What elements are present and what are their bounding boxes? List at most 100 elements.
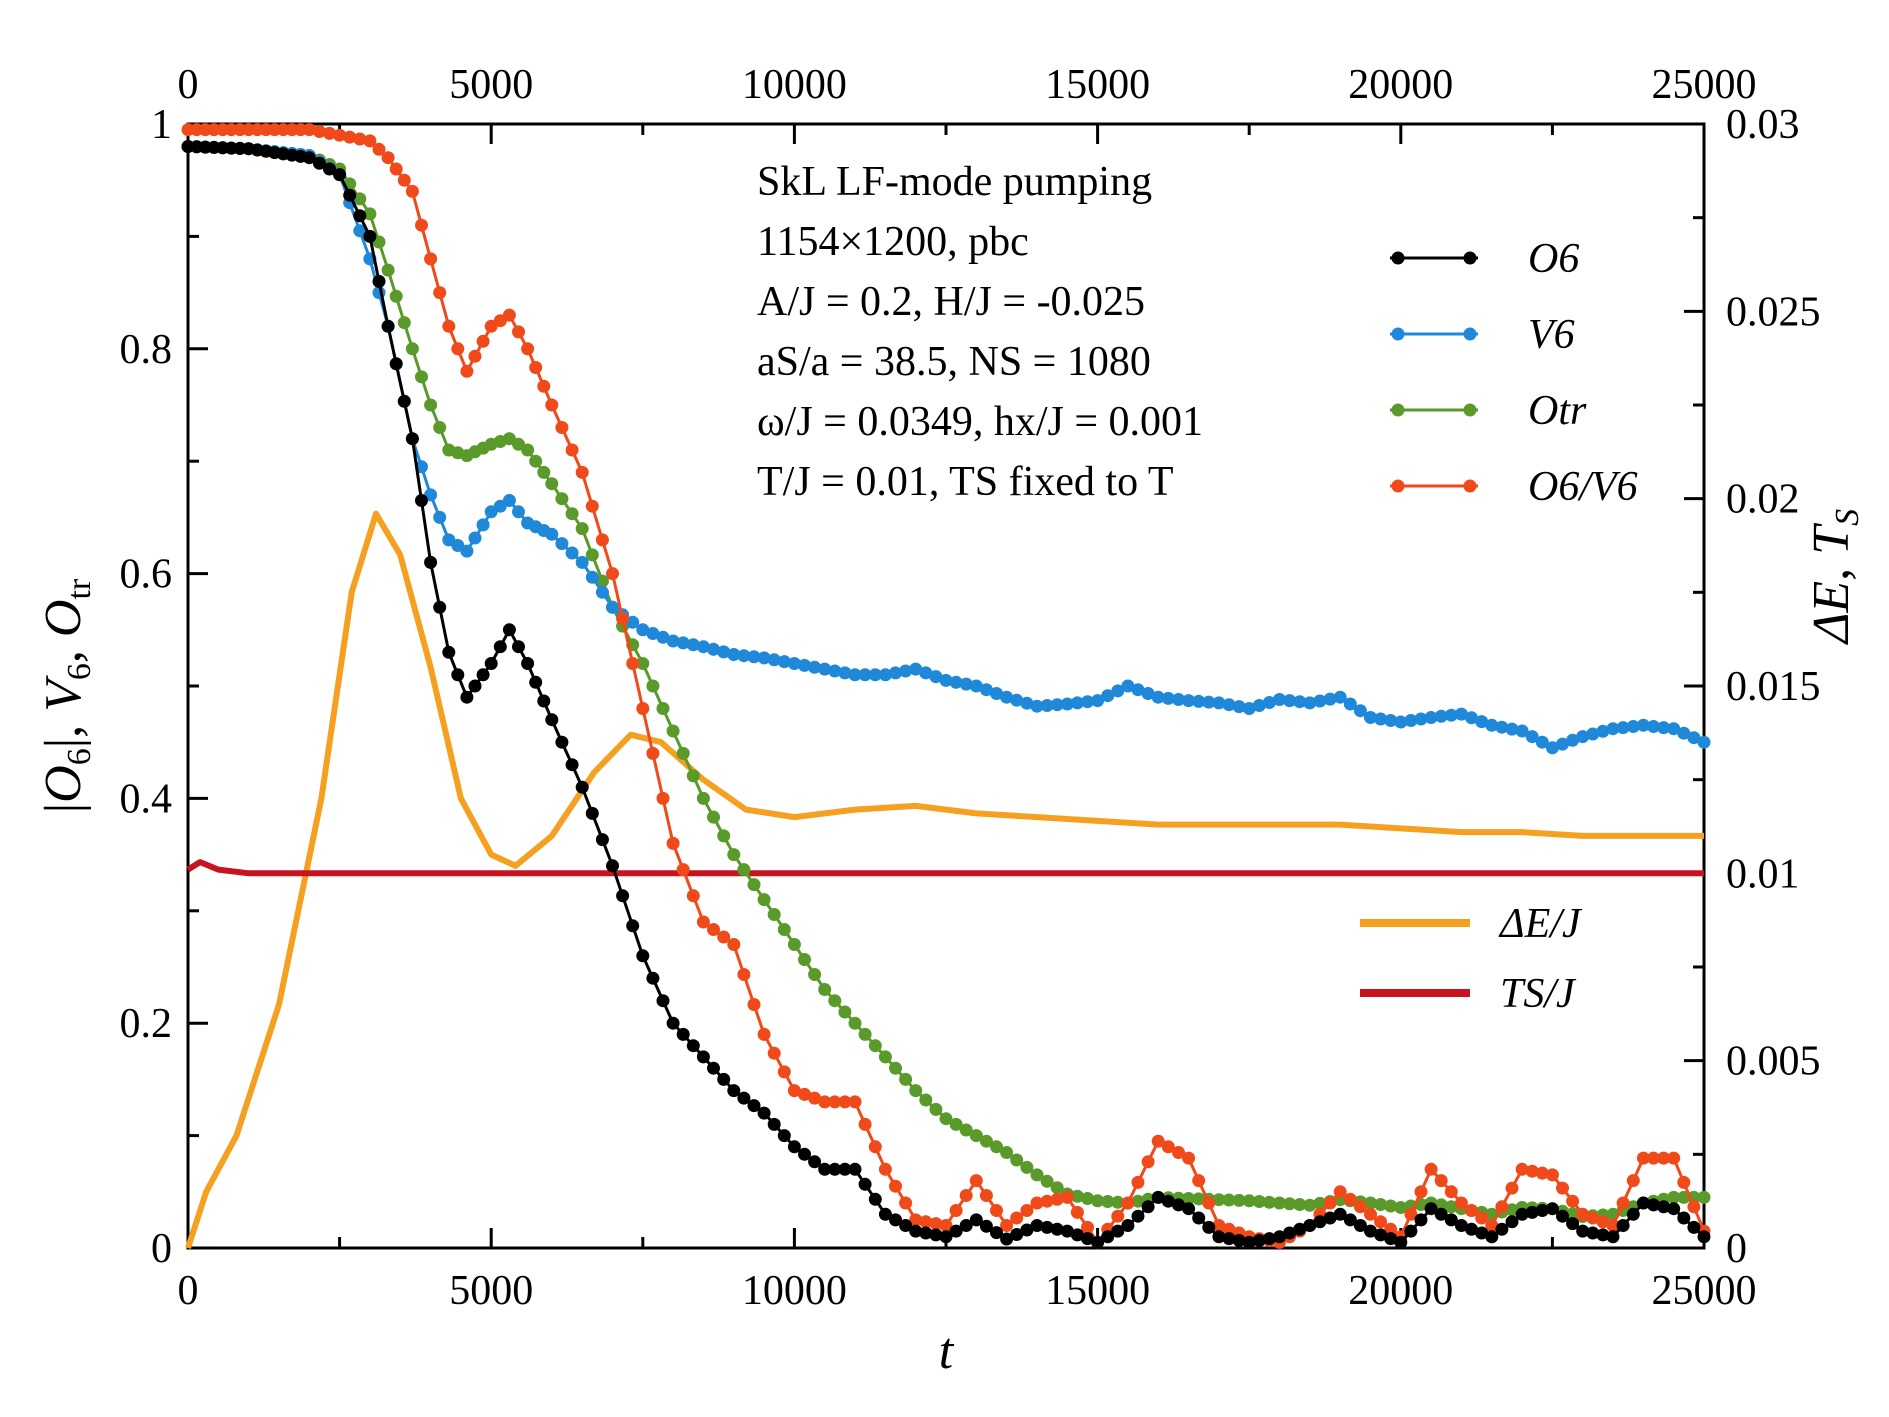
y-left-tick-label: 0.6 bbox=[120, 552, 173, 598]
data-point-o6 bbox=[1040, 1220, 1054, 1234]
data-point-o6 bbox=[502, 623, 516, 637]
data-point-o6v6 bbox=[969, 1174, 983, 1188]
data-point-o6v6 bbox=[676, 863, 690, 877]
data-point-v6 bbox=[1252, 699, 1266, 712]
data-point-o6v6 bbox=[929, 1217, 943, 1231]
data-point-otr bbox=[949, 1117, 963, 1131]
left-ylabel-comma: , bbox=[35, 637, 92, 663]
data-point-v6 bbox=[606, 600, 619, 614]
data-point-otr bbox=[777, 923, 791, 936]
data-point-otr bbox=[1070, 1189, 1084, 1203]
data-point-v6 bbox=[707, 642, 720, 656]
data-point-o6 bbox=[1374, 1228, 1388, 1242]
data-point-o6v6 bbox=[949, 1204, 963, 1217]
data-point-o6v6 bbox=[1475, 1211, 1489, 1225]
data-point-o6 bbox=[838, 1162, 852, 1176]
data-point-o6v6 bbox=[818, 1095, 832, 1109]
data-point-o6v6 bbox=[1545, 1168, 1559, 1182]
data-point-v6 bbox=[1111, 684, 1125, 698]
data-point-v6 bbox=[1495, 720, 1509, 734]
data-point-o6v6 bbox=[1566, 1194, 1580, 1208]
data-point-o6 bbox=[460, 690, 474, 704]
y-right-tick-label: 0 bbox=[1726, 1226, 1747, 1272]
data-point-o6v6 bbox=[476, 334, 490, 348]
data-point-o6 bbox=[717, 1072, 731, 1086]
data-point-o6 bbox=[1384, 1232, 1398, 1246]
data-point-o6v6 bbox=[878, 1162, 892, 1176]
data-point-o6 bbox=[1353, 1219, 1367, 1232]
data-point-o6 bbox=[529, 675, 543, 689]
data-point-o6 bbox=[1556, 1209, 1569, 1223]
data-point-otr bbox=[433, 421, 447, 434]
data-point-o6v6 bbox=[889, 1179, 902, 1193]
x-tick-label-top: 10000 bbox=[742, 62, 847, 108]
data-point-o6v6 bbox=[757, 1027, 771, 1041]
data-point-o6 bbox=[1303, 1219, 1317, 1232]
data-point-o6 bbox=[1606, 1230, 1620, 1244]
data-point-o6 bbox=[868, 1192, 882, 1206]
data-point-o6v6 bbox=[1192, 1174, 1206, 1188]
data-point-o6 bbox=[363, 229, 377, 243]
data-point-otr bbox=[1293, 1198, 1307, 1211]
data-point-o6v6 bbox=[343, 130, 357, 144]
data-point-o6 bbox=[919, 1226, 933, 1240]
data-point-o6v6 bbox=[1626, 1174, 1640, 1188]
data-point-otr bbox=[636, 657, 650, 670]
data-point-otr bbox=[919, 1093, 933, 1107]
data-point-o6 bbox=[1566, 1217, 1580, 1231]
data-point-o6v6 bbox=[1556, 1181, 1569, 1195]
data-point-o6 bbox=[424, 555, 438, 569]
data-point-otr bbox=[1374, 1198, 1388, 1211]
data-point-o6v6 bbox=[1434, 1174, 1448, 1188]
data-point-v6 bbox=[1485, 718, 1499, 732]
data-point-o6v6 bbox=[1667, 1151, 1681, 1165]
left-ylabel-sub-6: 6 bbox=[61, 748, 98, 765]
data-point-o6v6 bbox=[1576, 1207, 1590, 1221]
y-right-tick-label: 0.025 bbox=[1726, 289, 1821, 335]
data-point-o6 bbox=[990, 1226, 1003, 1240]
data-point-v6 bbox=[646, 627, 660, 640]
y-left-tick-label: 0.8 bbox=[120, 327, 173, 373]
data-point-o6 bbox=[1131, 1209, 1145, 1223]
data-point-otr bbox=[858, 1027, 872, 1041]
data-point-v6 bbox=[1040, 699, 1054, 712]
data-point-o6v6 bbox=[424, 252, 438, 266]
data-point-otr bbox=[1222, 1193, 1236, 1207]
annotation-line: T/J = 0.01, TS fixed to T bbox=[757, 459, 1173, 505]
data-point-v6 bbox=[585, 570, 599, 584]
data-point-v6 bbox=[433, 510, 447, 524]
data-point-v6 bbox=[757, 651, 771, 665]
data-point-otr bbox=[1364, 1196, 1377, 1210]
data-point-v6 bbox=[1566, 733, 1580, 747]
data-point-otr bbox=[575, 522, 589, 536]
data-point-o6 bbox=[787, 1140, 801, 1154]
data-point-o6v6 bbox=[737, 968, 751, 981]
data-point-o6 bbox=[1505, 1215, 1519, 1229]
data-point-otr bbox=[595, 574, 609, 588]
data-point-o6 bbox=[707, 1061, 720, 1075]
data-point-o6 bbox=[1111, 1224, 1125, 1238]
data-point-v6 bbox=[1060, 697, 1074, 711]
data-point-otr bbox=[646, 679, 660, 693]
data-point-o6v6 bbox=[1404, 1207, 1418, 1221]
data-point-v6 bbox=[1424, 711, 1438, 724]
data-point-o6 bbox=[1293, 1222, 1307, 1236]
data-point-v6 bbox=[1283, 694, 1297, 708]
data-point-o6v6 bbox=[606, 567, 619, 581]
data-point-o6v6 bbox=[919, 1215, 933, 1229]
series-line-ej bbox=[185, 510, 1704, 1249]
legend-label: V6 bbox=[1528, 312, 1575, 358]
data-point-v6 bbox=[1222, 698, 1236, 712]
data-point-o6 bbox=[737, 1091, 751, 1105]
data-point-o6 bbox=[727, 1084, 741, 1098]
data-point-v6 bbox=[1465, 711, 1478, 725]
data-point-o6v6 bbox=[626, 657, 640, 670]
data-point-otr bbox=[1434, 1198, 1448, 1212]
data-point-v6 bbox=[1394, 715, 1408, 729]
data-point-o6 bbox=[372, 274, 386, 288]
data-point-v6 bbox=[1030, 699, 1044, 713]
data-point-v6 bbox=[969, 679, 983, 693]
data-point-o6 bbox=[1495, 1222, 1509, 1236]
